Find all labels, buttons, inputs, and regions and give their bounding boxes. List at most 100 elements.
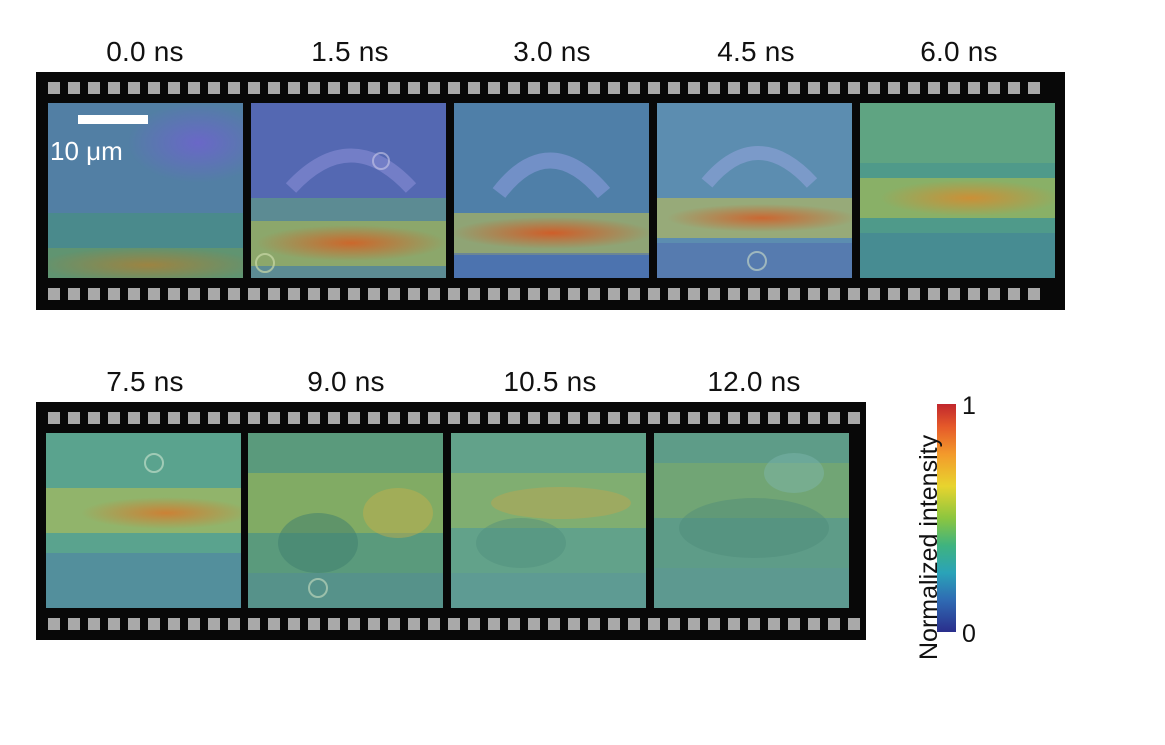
sprocket-hole: [568, 618, 580, 630]
sprocket-hole: [688, 82, 700, 94]
sprocket-hole: [668, 288, 680, 300]
sprocket-hole: [928, 288, 940, 300]
microscopy-frame-0: [48, 103, 243, 278]
sprocket-hole: [388, 82, 400, 94]
sprocket-hole: [588, 412, 600, 424]
sprocket-hole: [228, 82, 240, 94]
sprocket-hole: [248, 618, 260, 630]
microscopy-frame-7: [451, 433, 646, 608]
sprocket-hole: [488, 618, 500, 630]
sprocket-hole: [668, 412, 680, 424]
sprocket-hole: [388, 412, 400, 424]
sprocket-hole: [928, 82, 940, 94]
sprocket-hole: [188, 288, 200, 300]
sprocket-hole: [288, 412, 300, 424]
sprocket-hole: [528, 288, 540, 300]
sprocket-hole: [148, 412, 160, 424]
sprocket-hole: [448, 618, 460, 630]
sprocket-hole: [868, 82, 880, 94]
sprocket-hole: [388, 618, 400, 630]
sprocket-hole: [748, 618, 760, 630]
sprocket-hole: [48, 288, 60, 300]
sprocket-hole: [328, 82, 340, 94]
frame-label-3: 4.5 ns: [717, 36, 795, 67]
sprocket-hole: [68, 82, 80, 94]
sprocket-hole: [288, 82, 300, 94]
sprocket-hole: [908, 288, 920, 300]
sprocket-hole: [248, 82, 260, 94]
sprocket-hole: [48, 412, 60, 424]
sprocket-hole: [428, 618, 440, 630]
sprocket-hole: [528, 412, 540, 424]
frame-label-2: 3.0 ns: [513, 36, 591, 67]
colorbar-max-label: 1: [962, 392, 976, 420]
sprocket-hole: [508, 412, 520, 424]
sprocket-hole: [328, 288, 340, 300]
sprocket-hole: [308, 288, 320, 300]
sprocket-hole: [588, 288, 600, 300]
scale-bar: [78, 115, 148, 124]
sprocket-hole: [208, 412, 220, 424]
sprocket-hole: [88, 618, 100, 630]
sprocket-hole: [488, 412, 500, 424]
sprocket-hole: [468, 412, 480, 424]
sprocket-hole: [188, 82, 200, 94]
sprocket-hole: [368, 288, 380, 300]
sprocket-hole: [608, 288, 620, 300]
sprocket-hole: [108, 82, 120, 94]
sprocket-hole: [568, 412, 580, 424]
sprocket-hole: [628, 618, 640, 630]
microscopy-frame-4: [860, 103, 1055, 278]
sprocket-hole: [408, 618, 420, 630]
sprocket-hole: [608, 82, 620, 94]
sprocket-hole: [768, 412, 780, 424]
microscopy-frame-2: [454, 103, 649, 278]
sprocket-hole: [888, 82, 900, 94]
sprocket-hole: [608, 618, 620, 630]
sprocket-hole: [748, 288, 760, 300]
sprocket-hole: [88, 412, 100, 424]
sprocket-hole: [368, 618, 380, 630]
sprocket-hole: [668, 618, 680, 630]
sprocket-hole: [728, 618, 740, 630]
sprocket-hole: [588, 82, 600, 94]
sprocket-hole: [448, 288, 460, 300]
sprocket-hole: [308, 82, 320, 94]
microscopy-frame-8: [654, 433, 849, 608]
sprocket-hole: [188, 412, 200, 424]
sprocket-hole: [768, 288, 780, 300]
sprocket-hole: [968, 82, 980, 94]
sprocket-hole: [708, 288, 720, 300]
sprocket-hole: [128, 82, 140, 94]
sprocket-hole: [768, 82, 780, 94]
sprocket-hole: [888, 288, 900, 300]
sprocket-hole: [528, 618, 540, 630]
sprocket-hole: [148, 288, 160, 300]
colorbar-title: Normalized intensity: [915, 434, 943, 660]
sprocket-holes-top: [36, 412, 866, 424]
sprocket-hole: [548, 412, 560, 424]
frame-label-0: 0.0 ns: [106, 36, 184, 67]
colorbar: [937, 404, 956, 632]
sprocket-hole: [508, 288, 520, 300]
sprocket-hole: [848, 412, 860, 424]
sprocket-hole: [208, 288, 220, 300]
sprocket-hole: [408, 412, 420, 424]
sprocket-hole: [148, 618, 160, 630]
sprocket-hole: [788, 82, 800, 94]
sprocket-hole: [368, 82, 380, 94]
sprocket-hole: [468, 288, 480, 300]
sprocket-hole: [768, 618, 780, 630]
sprocket-hole: [308, 412, 320, 424]
sprocket-hole: [788, 288, 800, 300]
frame-label-6: 9.0 ns: [307, 366, 385, 397]
sprocket-hole: [828, 288, 840, 300]
sprocket-hole: [208, 82, 220, 94]
sprocket-hole: [648, 288, 660, 300]
sprocket-hole: [648, 412, 660, 424]
sprocket-hole: [128, 412, 140, 424]
sprocket-hole: [828, 82, 840, 94]
sprocket-hole: [828, 618, 840, 630]
sprocket-hole: [788, 412, 800, 424]
sprocket-holes-bottom: [36, 618, 866, 630]
